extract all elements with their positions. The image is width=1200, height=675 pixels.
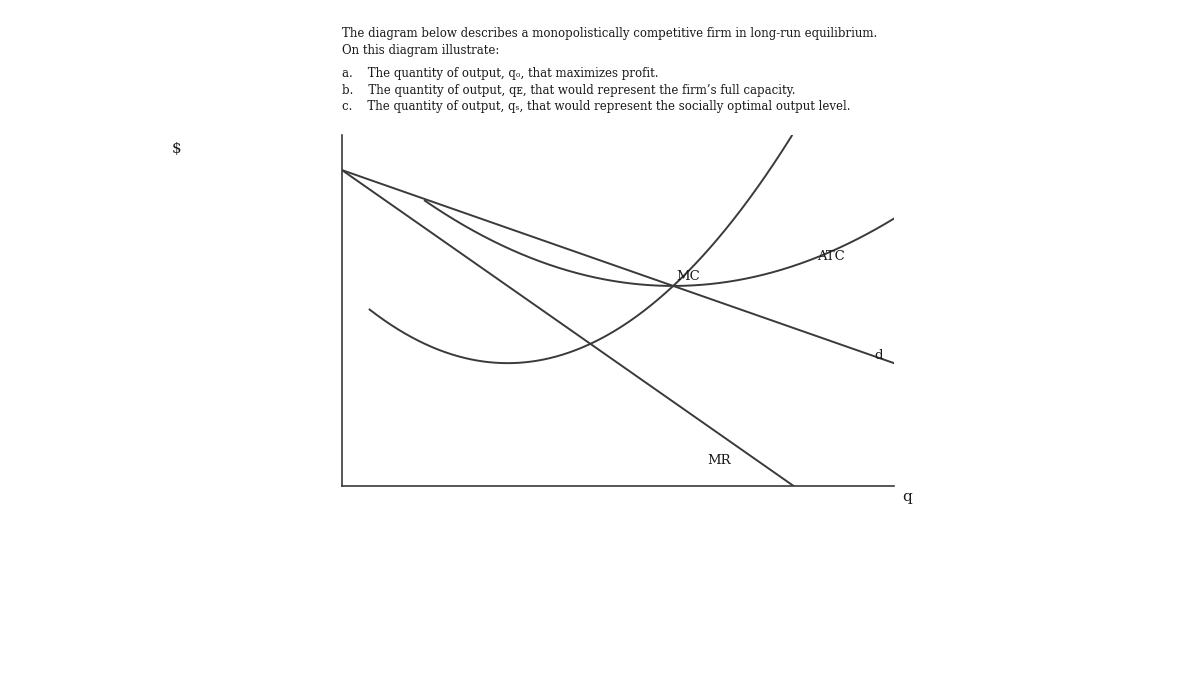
Text: MC: MC — [676, 271, 700, 284]
Text: a.    The quantity of output, qₒ, that maximizes profit.: a. The quantity of output, qₒ, that maxi… — [342, 68, 659, 80]
Text: The diagram below describes a monopolistically competitive firm in long-run equi: The diagram below describes a monopolist… — [342, 27, 877, 40]
Text: MR: MR — [707, 454, 731, 467]
Text: b.    The quantity of output, qᴇ, that would represent the firm’s full capacity.: b. The quantity of output, qᴇ, that woul… — [342, 84, 796, 97]
Text: c.    The quantity of output, qₛ, that would represent the socially optimal outp: c. The quantity of output, qₛ, that woul… — [342, 100, 851, 113]
Text: On this diagram illustrate:: On this diagram illustrate: — [342, 44, 499, 57]
Text: d: d — [875, 349, 883, 362]
Text: q: q — [902, 489, 912, 504]
Text: ATC: ATC — [817, 250, 845, 263]
Text: $: $ — [172, 142, 181, 156]
